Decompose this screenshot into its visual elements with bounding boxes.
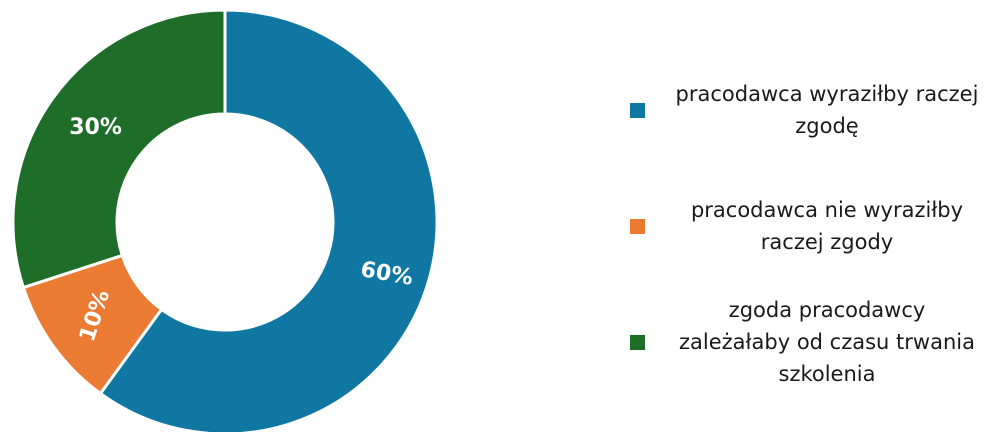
slice-agree bbox=[98, 8, 439, 432]
legend-swatch-disagree bbox=[630, 218, 645, 234]
legend-swatch-agree bbox=[630, 102, 645, 118]
slice-label-depends: 30% bbox=[69, 115, 122, 140]
legend-label-line: pracodawca wyraziłby raczej bbox=[675, 82, 979, 106]
legend-item-depends: zgoda pracodawcy zależałaby od czasu trw… bbox=[630, 294, 1000, 390]
legend-label-line: pracodawca nie wyraziłby bbox=[690, 198, 964, 222]
legend-item-disagree: pracodawca nie wyraziłby raczej zgody bbox=[630, 194, 1000, 258]
legend-label-depends: zgoda pracodawcy zależałaby od czasu trw… bbox=[657, 294, 997, 390]
donut-chart: 60%10%30% bbox=[11, 8, 439, 432]
legend-label-line: zgodę bbox=[795, 114, 859, 138]
legend-item-agree: pracodawca wyraziłby raczej zgodę bbox=[630, 78, 1000, 142]
legend-label-line: raczej zgody bbox=[760, 230, 894, 254]
legend-label-line: szkolenia bbox=[778, 362, 876, 386]
chart-legend: pracodawca wyraziłby raczej zgodę pracod… bbox=[630, 0, 1008, 432]
legend-label-line: zgoda pracodawcy bbox=[728, 298, 926, 322]
slice-depends bbox=[11, 8, 227, 290]
legend-label-agree: pracodawca wyraziłby raczej zgodę bbox=[657, 78, 997, 142]
legend-label-disagree: pracodawca nie wyraziłby raczej zgody bbox=[657, 194, 997, 258]
legend-label-line: zależałaby od czasu trwania bbox=[679, 330, 975, 354]
legend-swatch-depends bbox=[630, 334, 645, 350]
